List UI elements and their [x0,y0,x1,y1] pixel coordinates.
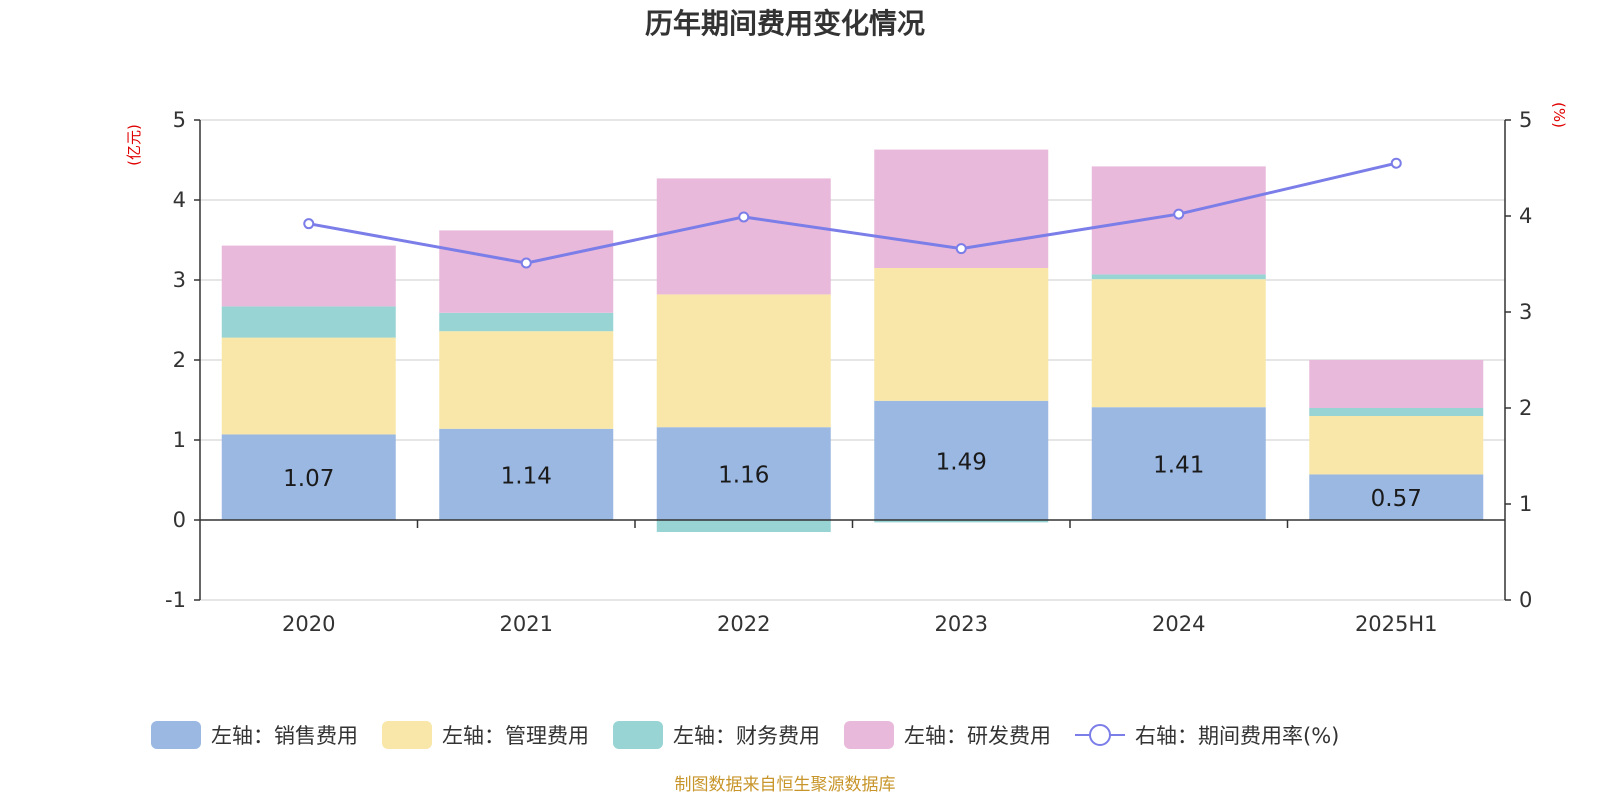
left-tick-label: 0 [173,508,186,532]
bar-series-4 [221,245,396,307]
bar-layer [221,149,1484,532]
legend-label: 左轴：管理费用 [442,724,589,748]
bar-series-2 [874,268,1049,401]
x-tick-label: 2024 [1152,612,1205,636]
left-tick-label: -1 [165,588,186,612]
bar-data-label: 1.14 [501,463,552,489]
bar-series-2 [221,337,396,435]
left-tick-label: 2 [173,348,186,372]
left-tick-label: 4 [173,188,186,212]
right-tick-label: 2 [1519,396,1532,420]
line-series [308,161,1397,265]
bar-series-1 [439,428,614,520]
bar-series-4 [439,230,614,313]
left-tick-label: 1 [173,428,186,452]
bar-series-2 [1309,416,1484,475]
bar-series-1 [1309,474,1484,520]
line-point [738,211,750,223]
bar-series-2 [1091,279,1266,408]
legend-marker [1089,724,1111,746]
right-axis-unit: (%) [1550,102,1568,128]
bar-series-4 [1091,166,1266,275]
bar-data-label: 1.07 [283,466,334,492]
chart-title: 历年期间费用变化情况 [645,7,925,40]
line-point [303,218,315,230]
bar-series-3 [1091,274,1266,280]
legend-label: 左轴：研发费用 [904,724,1051,748]
bar-series-3 [874,520,1049,523]
line-point [1390,157,1402,169]
right-tick-label: 5 [1519,108,1532,132]
bar-series-2 [439,331,614,429]
x-tick-label: 2023 [935,612,988,636]
axes: 5 4 3 2 1 0 -1 5 4 3 2 1 0 2020 2021 2022 2023 2024 2025H1 [165,108,1532,636]
right-tick-label: 0 [1519,588,1532,612]
legend-label: 右轴：期间费用率(%) [1135,724,1339,748]
line-point [520,257,532,269]
bar-series-1 [874,400,1049,520]
legend-swatch-3 [613,721,663,749]
legend-label: 左轴：销售费用 [211,724,358,748]
bar-series-1 [656,427,831,520]
gridlines [200,119,1505,601]
bar-series-1 [1091,407,1266,520]
legend-label: 左轴：财务费用 [673,724,820,748]
bar-series-2 [656,294,831,428]
x-tick-label: 2022 [717,612,770,636]
legend-swatch-4 [844,721,894,749]
right-tick-label: 3 [1519,300,1532,324]
left-tick-label: 5 [173,108,186,132]
right-tick-label: 4 [1519,204,1532,228]
data-label-layer: 1.07 1.14 1.16 1.49 1.41 0.57 [283,449,1422,512]
bar-data-label: 0.57 [1371,486,1422,512]
x-tick-label: 2021 [500,612,553,636]
legend-swatch-1 [151,721,201,749]
bar-series-1 [221,434,396,520]
left-tick-label: 3 [173,268,186,292]
left-axis-unit: (亿元) [125,124,143,166]
line-layer [303,157,1402,269]
bar-series-3 [1309,408,1484,416]
bar-series-3 [656,520,831,532]
x-tick-label: 2025H1 [1355,612,1438,636]
bar-series-3 [221,306,396,338]
x-tick-label: 2020 [282,612,335,636]
legend-swatch-2 [382,721,432,749]
bar-series-4 [656,178,831,295]
bar-data-label: 1.16 [718,463,769,489]
bar-data-label: 1.41 [1153,453,1204,479]
right-tick-label: 1 [1519,492,1532,516]
legend: 左轴：销售费用 左轴：管理费用 左轴：财务费用 左轴：研发费用 右轴：期间费用率(%) [151,721,1339,749]
bar-series-3 [439,312,614,332]
line-point [955,243,967,255]
source-note: 制图数据来自恒生聚源数据库 [675,775,896,795]
bar-data-label: 1.49 [936,449,987,475]
bar-series-4 [1309,360,1484,408]
line-point [1173,208,1185,220]
